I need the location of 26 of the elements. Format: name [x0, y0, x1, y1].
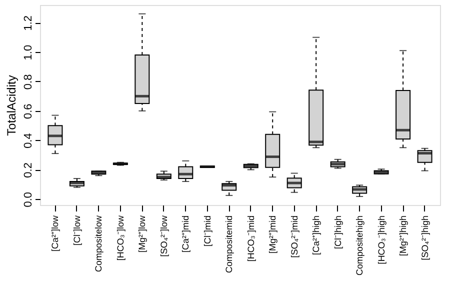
- x-tick-label: [SO₄²⁻]mid: [289, 216, 300, 258]
- y-axis-title: TotalAcidity: [4, 75, 18, 136]
- y-tick-label: 1.0: [22, 44, 34, 60]
- x-tick-label: [Cl⁻]mid: [202, 216, 212, 247]
- y-tick-label: 0.2: [22, 162, 34, 178]
- x-tick-label: [Cl⁻]high: [332, 216, 343, 250]
- x-tick-label: [Ca²⁺]low: [50, 215, 60, 252]
- x-tick-label: [SO₄²⁻]low: [158, 215, 169, 257]
- x-tick-label: [HCO₃⁻]low: [115, 215, 126, 261]
- x-tick-label: Compositehigh: [354, 216, 365, 276]
- y-tick-label: 0.4: [22, 133, 34, 148]
- y-tick-label: 0.0: [22, 192, 34, 208]
- y-tick-label: 0.6: [22, 104, 34, 120]
- x-tick-label: [Cl⁻]low: [72, 215, 82, 246]
- x-tick-label: Compositemid: [224, 216, 234, 274]
- x-tick-label: [SO₄²⁻]high: [420, 216, 430, 260]
- x-tick-label: [Mg²⁺]low: [137, 215, 148, 253]
- x-tick-label: [Ca²⁺]high: [311, 216, 322, 256]
- x-tick-label: [HCO₃⁻]mid: [246, 216, 256, 262]
- x-tick-label: [HCO₃⁻]high: [376, 216, 386, 264]
- x-tick-label: [Mg²⁺]high: [398, 216, 408, 256]
- x-tick-label: [Mg²⁺]mid: [268, 216, 278, 254]
- x-tick-label: [Ca²⁺]mid: [180, 216, 191, 253]
- y-tick-label: 1.2: [22, 16, 34, 31]
- x-tick-label: Compositelow: [94, 215, 104, 272]
- y-tick-label: 0.8: [22, 74, 34, 90]
